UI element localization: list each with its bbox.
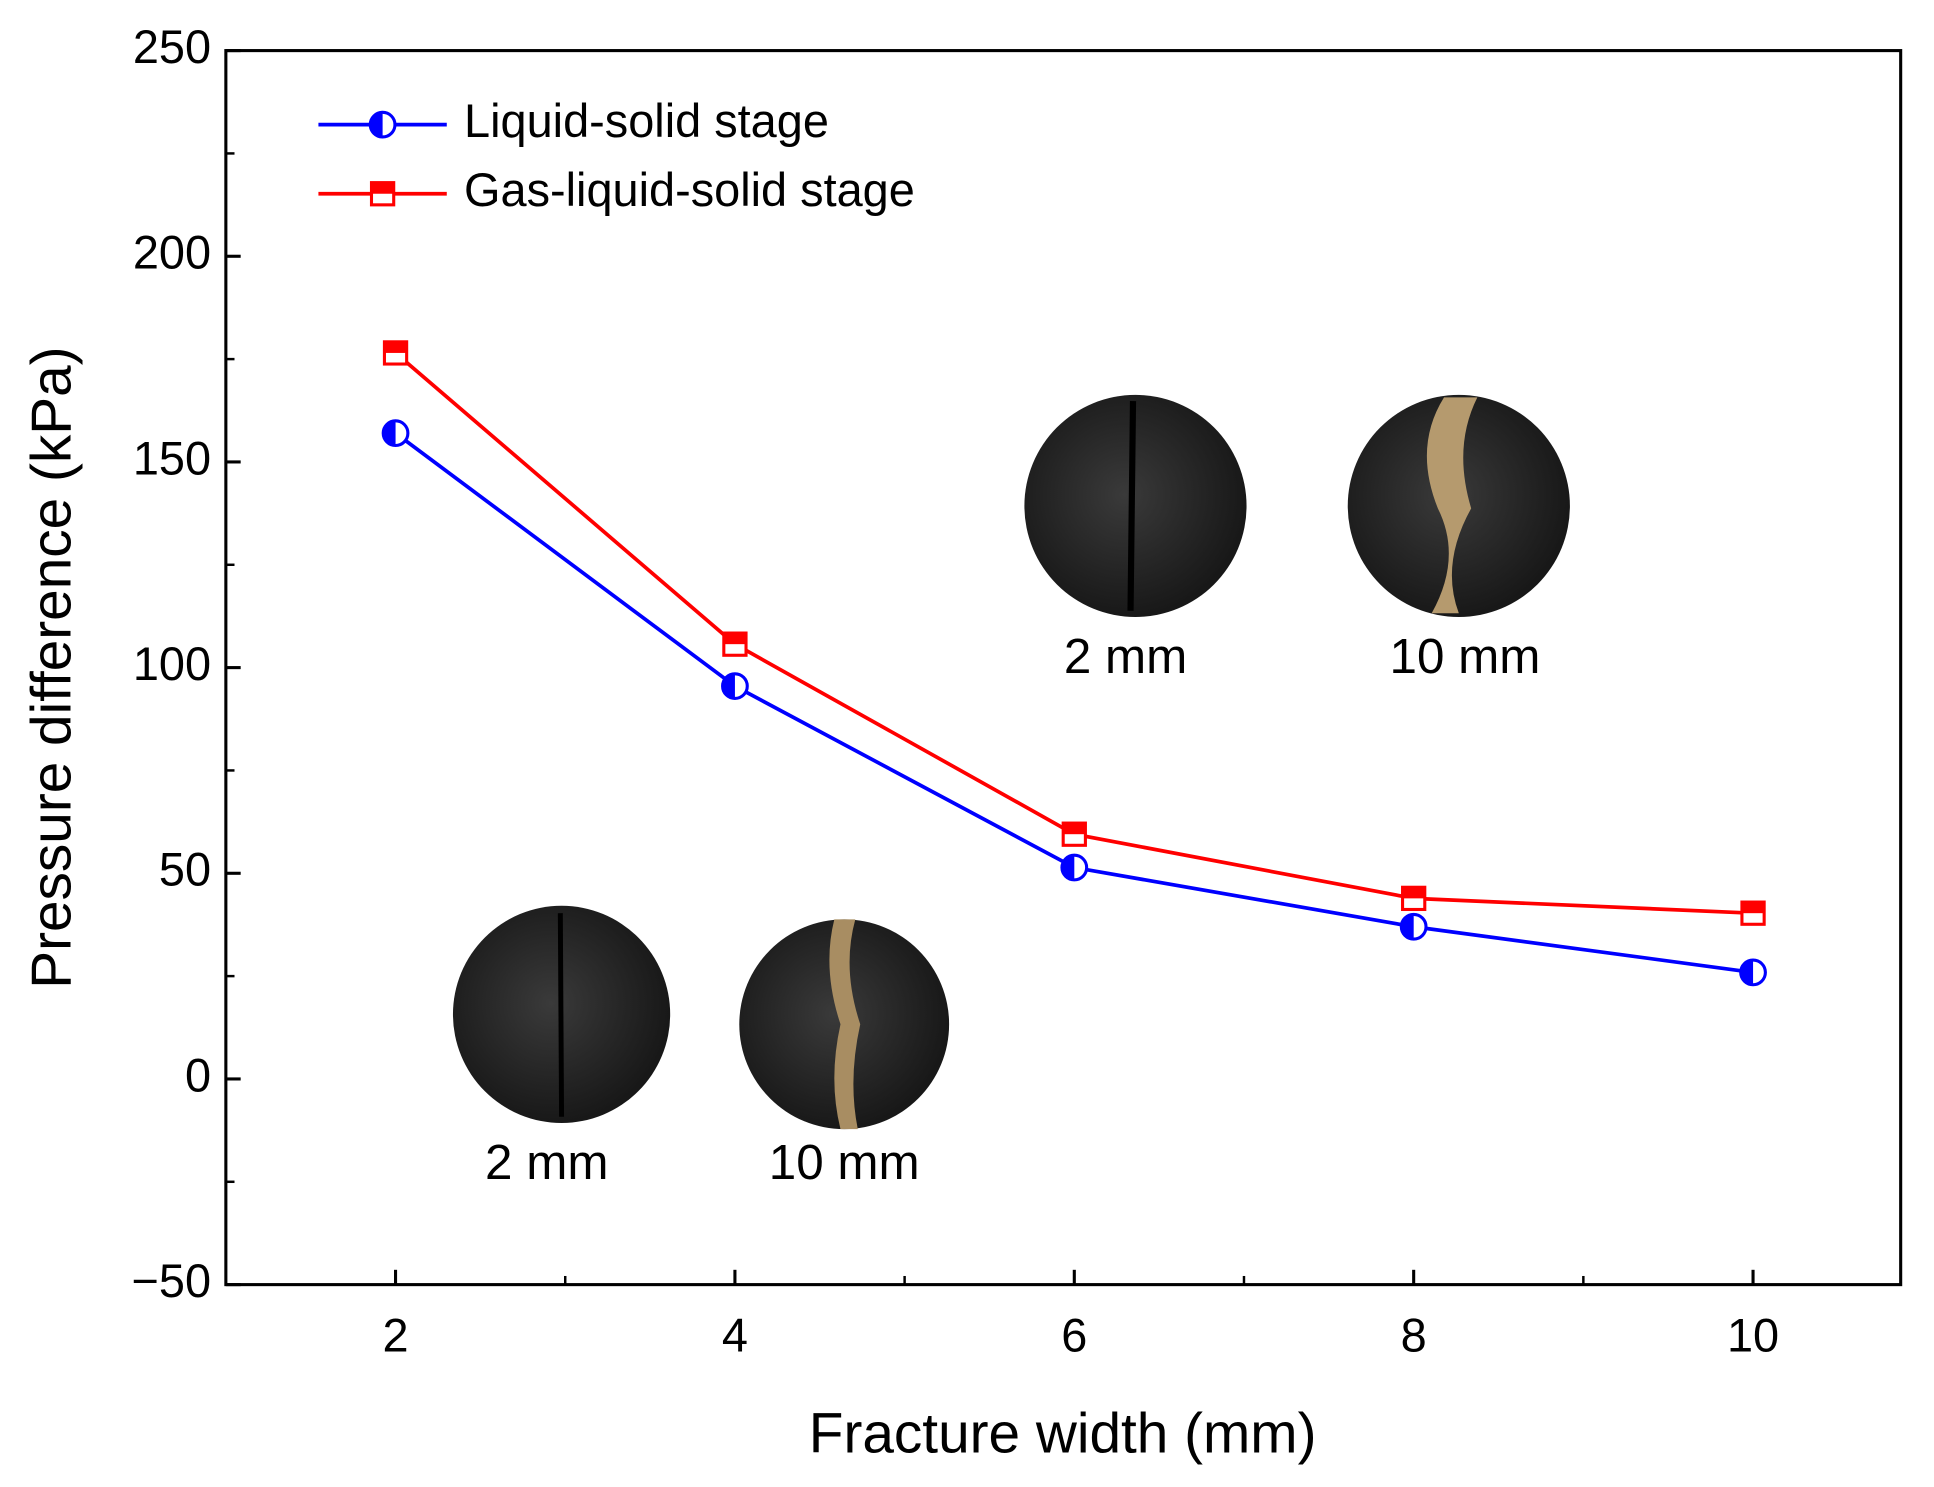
y-tick-label: 100 — [133, 638, 211, 690]
marker-fill — [1401, 914, 1414, 940]
x-tick-label: 8 — [1401, 1309, 1427, 1361]
marker-fill — [1061, 855, 1075, 880]
x-tick-label: 10 — [1727, 1309, 1779, 1361]
marker-fill — [1740, 960, 1754, 985]
marker — [1739, 958, 1767, 987]
marker-fill — [1741, 902, 1765, 914]
inset-label: 10 mm — [769, 1135, 920, 1190]
inset-photos — [452, 394, 1570, 1130]
y-tick-label: 200 — [133, 227, 211, 279]
y-tick-label: −50 — [132, 1255, 212, 1307]
marker — [368, 110, 397, 139]
sand — [829, 919, 861, 1130]
inset-label: 2 mm — [485, 1135, 608, 1190]
inset-label: 2 mm — [1064, 629, 1187, 684]
marker-fill — [1063, 823, 1086, 835]
marker — [381, 419, 410, 448]
inset-photo — [1024, 394, 1247, 618]
marker-fill — [384, 341, 407, 353]
marker-fill — [370, 112, 383, 137]
marker — [1060, 853, 1089, 882]
marker — [721, 672, 749, 701]
marker-fill — [1402, 887, 1425, 899]
marker-fill — [371, 182, 394, 194]
marker-fill — [723, 633, 747, 645]
x-axis-label: Fracture width (mm) — [809, 1403, 1317, 1466]
x-tick-label: 6 — [1061, 1309, 1087, 1361]
y-axis-label: Pressure difference (kPa) — [21, 346, 84, 988]
marker — [1401, 885, 1427, 912]
legend-label: Liquid-solid stage — [464, 95, 829, 147]
marker — [1399, 912, 1428, 941]
y-tick-label: 50 — [159, 844, 211, 896]
inset-label: 10 mm — [1390, 629, 1541, 684]
y-tick-label: 250 — [133, 21, 211, 73]
marker — [1061, 821, 1087, 847]
y-tick-label: 150 — [133, 432, 211, 484]
y-tick-label: 0 — [185, 1049, 211, 1101]
legend-label: Gas-liquid-solid stage — [464, 164, 915, 216]
marker-fill — [722, 673, 735, 699]
fracture — [1127, 401, 1137, 611]
marker — [382, 340, 409, 366]
x-tick-label: 4 — [722, 1309, 748, 1361]
marker — [722, 631, 748, 657]
sand — [1426, 397, 1478, 614]
marker — [369, 181, 396, 207]
x-tick-label: 2 — [383, 1309, 409, 1361]
fracture — [557, 913, 565, 1117]
marker — [1740, 900, 1766, 926]
marker-fill — [383, 420, 396, 446]
